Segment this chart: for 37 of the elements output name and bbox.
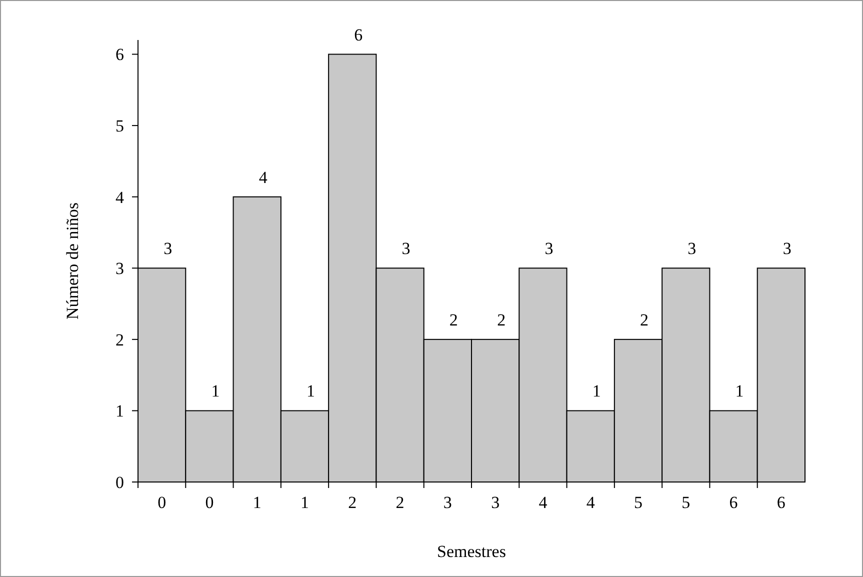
y-tick-label: 3 [116, 259, 124, 278]
x-tick-label: 1 [300, 493, 309, 512]
x-tick-label: 2 [396, 493, 404, 512]
x-tick-label: 2 [348, 493, 357, 512]
x-tick-label: 6 [776, 493, 786, 512]
data-label: 3 [544, 239, 554, 258]
x-tick-label: 4 [538, 493, 548, 512]
data-label: 3 [688, 239, 696, 258]
data-label: 2 [497, 310, 506, 330]
y-tick-label: 4 [116, 188, 124, 207]
data-label: 3 [782, 239, 792, 258]
x-tick-label: 0 [158, 493, 166, 512]
y-axis-title: Número de niños [63, 202, 82, 320]
data-label: 2 [449, 310, 458, 330]
x-tick-label: 3 [443, 493, 452, 512]
data-label: 3 [402, 239, 410, 258]
y-tick-label: 1 [116, 402, 124, 421]
y-tick-label: 2 [116, 330, 124, 350]
data-label: 2 [640, 310, 648, 330]
x-tick-label: 5 [682, 493, 690, 512]
y-tick-label: 0 [116, 472, 124, 492]
x-axis-title: Semestres [437, 542, 506, 561]
x-tick-label: 6 [729, 493, 738, 512]
data-label: 4 [258, 168, 268, 187]
data-label: 1 [592, 382, 601, 401]
data-label: 1 [735, 382, 744, 401]
x-tick-label: 5 [634, 493, 642, 512]
data-label: 1 [306, 382, 315, 401]
x-tick-label: 1 [252, 493, 262, 512]
data-label: 6 [354, 25, 363, 44]
data-label: 1 [211, 382, 220, 401]
x-tick-label: 3 [491, 493, 500, 512]
x-tick-label: 0 [205, 493, 214, 512]
x-tick-label: 4 [586, 493, 596, 512]
data-label: 3 [164, 239, 172, 258]
y-tick-label: 6 [116, 45, 124, 64]
y-tick-label: 5 [116, 116, 124, 136]
